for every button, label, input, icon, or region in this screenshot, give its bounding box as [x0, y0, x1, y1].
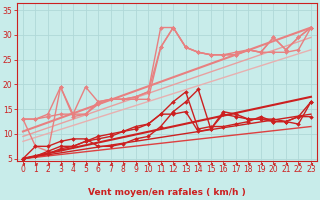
X-axis label: Vent moyen/en rafales ( km/h ): Vent moyen/en rafales ( km/h )	[88, 188, 246, 197]
